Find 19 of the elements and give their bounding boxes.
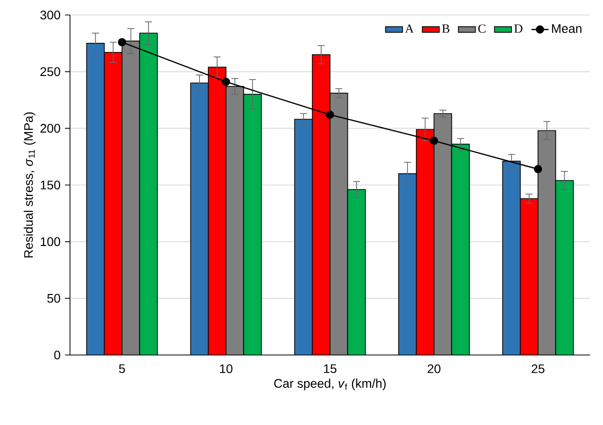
x-axis-title: Car speed, v$_{f}$ (km/h): [274, 378, 386, 390]
y-axis-title: Residual stress, σ$_{11}$ (MPa): [24, 112, 36, 258]
y-tick-label: 50: [47, 294, 60, 303]
y-tick-label: 250: [40, 67, 60, 76]
y-tick-label: 150: [40, 180, 60, 190]
y-tick-label: 200: [40, 124, 60, 133]
x-tick-label: 20: [428, 364, 440, 374]
legend-label: C: [478, 24, 486, 33]
x-tick-label: 15: [324, 364, 336, 374]
x-tick-label: 5: [119, 364, 125, 374]
legend-label: Mean: [552, 24, 582, 33]
x-tick-label: 10: [220, 364, 232, 374]
y-tick-label: 100: [40, 237, 60, 246]
legend-label: D: [514, 24, 522, 33]
x-tick-label: 25: [532, 364, 544, 374]
y-tick-label: 300: [40, 10, 60, 20]
legend-label: A: [405, 24, 414, 33]
legend-label: B: [442, 24, 450, 33]
y-tick-label: 0: [54, 350, 60, 360]
